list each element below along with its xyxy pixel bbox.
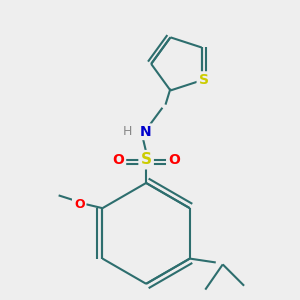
Text: S: S xyxy=(141,152,152,167)
Text: O: O xyxy=(74,198,85,211)
Text: N: N xyxy=(140,125,151,139)
Text: S: S xyxy=(199,73,208,87)
Text: O: O xyxy=(168,153,180,167)
Text: O: O xyxy=(112,153,124,167)
Text: H: H xyxy=(123,125,132,138)
